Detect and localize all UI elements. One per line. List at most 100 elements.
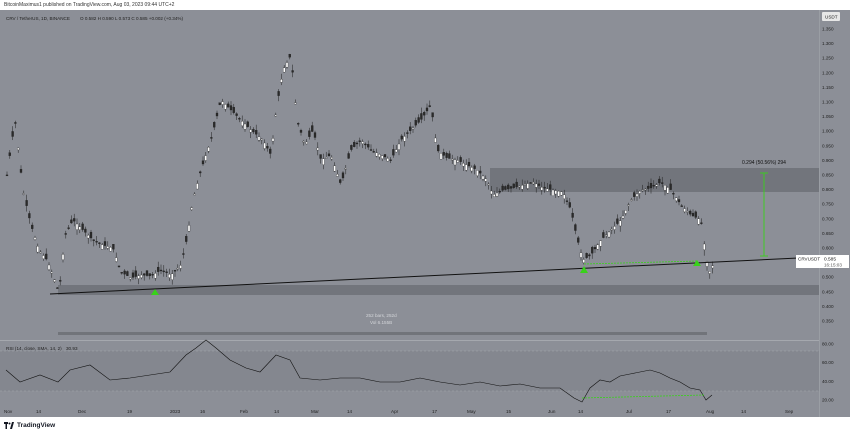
- candle-body: [241, 121, 244, 126]
- candle-body: [635, 193, 639, 197]
- time-tick-label: Sep: [785, 409, 794, 414]
- candle-body: [59, 280, 62, 282]
- candle-body: [397, 143, 401, 150]
- candle-body: [81, 223, 84, 230]
- candle-body: [554, 190, 557, 195]
- candle-body: [498, 191, 501, 193]
- ohlc-legend: O 0.582 H 0.590 L 0.573 C 0.585 +0.002 (…: [80, 16, 183, 21]
- candle-body: [75, 223, 79, 230]
- candle-body: [45, 253, 48, 260]
- time-tick-label: May: [467, 409, 476, 414]
- candle-body: [683, 208, 686, 212]
- candle-body: [173, 270, 177, 272]
- candle-body: [694, 211, 697, 218]
- candle-body: [199, 171, 202, 174]
- time-tick-label: Mar: [311, 409, 319, 414]
- candle-body: [414, 120, 417, 126]
- candle-body: [355, 142, 359, 145]
- candle-body: [353, 142, 356, 147]
- candle-body: [112, 244, 115, 250]
- green-arrow-1: [151, 289, 159, 295]
- price-symbol-label: CRVUSDT: [798, 257, 820, 262]
- candle-body: [196, 183, 199, 190]
- candle-body: [341, 172, 345, 179]
- rsi-ticks: 80.00 60.00 40.00 20.00: [822, 342, 834, 403]
- candle-body: [134, 270, 137, 277]
- currency-badge[interactable]: [822, 12, 840, 21]
- candle-body: [563, 194, 566, 199]
- price-countdown-label: 16:15:03: [824, 263, 842, 268]
- candle-body: [123, 270, 126, 275]
- price-chart[interactable]: 0.294 (50.56%) 294 252 bars, 252d Vol 6.…: [0, 10, 850, 417]
- candle-body: [675, 197, 678, 202]
- candle-body: [459, 157, 462, 162]
- candle-body: [703, 243, 706, 251]
- price-tick-label: 0.750: [822, 202, 834, 207]
- price-axis[interactable]: [819, 10, 850, 417]
- candle-body: [549, 184, 552, 190]
- candle-body: [277, 91, 280, 96]
- candle-body: [210, 137, 213, 139]
- candle-body: [294, 102, 297, 105]
- candle-body: [560, 191, 563, 196]
- time-tick-label: 14: [741, 409, 747, 414]
- candle-body: [204, 155, 207, 161]
- ascending-support-line: [49, 256, 820, 295]
- candle-body: [484, 178, 487, 182]
- price-tick-label: 1.250: [822, 56, 834, 61]
- price-tick-label: 0.350: [822, 319, 834, 324]
- candle-body: [574, 224, 577, 231]
- candle-body: [117, 265, 121, 268]
- candle-body: [526, 183, 529, 189]
- rsi-tick-label: 20.00: [822, 398, 834, 403]
- symbol-legend[interactable]: CRV / TetherUS, 1D, BINANCE: [6, 16, 70, 21]
- candle-body: [672, 193, 675, 195]
- candle-body: [109, 247, 112, 252]
- candle-body: [647, 185, 650, 189]
- candle-body: [168, 274, 171, 278]
- candle-body: [582, 259, 585, 263]
- candle-body: [182, 253, 185, 255]
- price-tick-label: 1.000: [822, 129, 834, 134]
- candle-body: [129, 277, 132, 280]
- time-tick-label: 14: [347, 409, 353, 414]
- rsi-tick-label: 60.00: [822, 360, 834, 365]
- candle-body: [143, 273, 146, 276]
- candle-body: [638, 191, 641, 194]
- time-tick-label: 14: [578, 409, 584, 414]
- chart-area[interactable]: 0.294 (50.56%) 294 252 bars, 252d Vol 6.…: [0, 10, 850, 417]
- candle-body: [339, 179, 342, 183]
- rsi-tick-label: 80.00: [822, 342, 834, 347]
- time-tick-label: Aug: [706, 409, 715, 414]
- candle-body: [375, 152, 378, 157]
- candle-body: [33, 237, 37, 240]
- candle-body: [585, 253, 588, 258]
- candle-body: [187, 225, 191, 232]
- candle-body: [661, 182, 664, 184]
- green-dashed-line: [583, 260, 699, 265]
- candle-body: [543, 186, 546, 189]
- candle-body: [224, 104, 227, 110]
- candle-body: [633, 192, 636, 197]
- candle-body: [137, 275, 140, 279]
- candle-body: [448, 153, 451, 159]
- range-label-volume: Vol 6.155B: [370, 320, 392, 325]
- candle-body: [535, 183, 538, 188]
- tradingview-logo[interactable]: TradingView: [4, 421, 55, 430]
- publish-header: BitcoinMaximus1 published on TradingView…: [0, 0, 850, 10]
- candle-body: [87, 235, 90, 239]
- candle-body: [159, 269, 163, 272]
- price-tick-label: 0.500: [822, 275, 834, 280]
- green-arrow-3: [693, 260, 701, 266]
- candle-body: [493, 194, 496, 197]
- candle-body: [487, 183, 490, 186]
- time-axis[interactable]: Nov 14 Dec 19 2023 16 Feb 14 Mar 14 Apr 17 May 15 Jun 1…: [4, 409, 794, 414]
- candle-body: [5, 174, 9, 177]
- candle-body: [425, 107, 429, 112]
- candle-body: [423, 112, 426, 116]
- candle-body: [495, 192, 499, 197]
- candle-body: [490, 190, 493, 195]
- candle-body: [691, 212, 695, 217]
- candle-body: [579, 252, 583, 258]
- current-price-tag: [796, 255, 849, 268]
